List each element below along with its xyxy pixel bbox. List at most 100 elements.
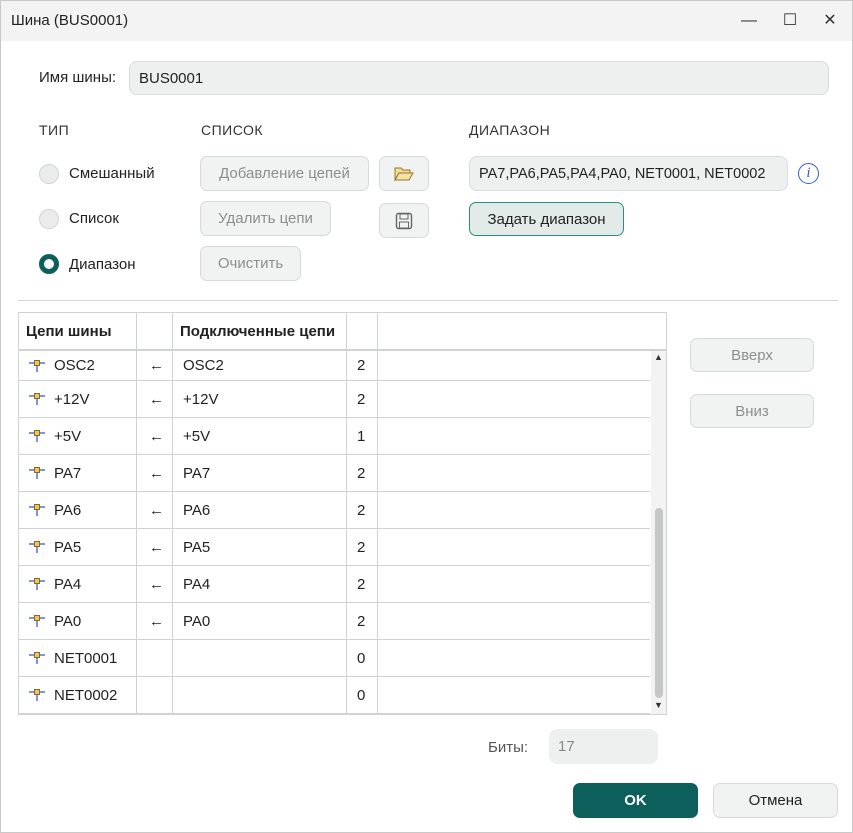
connected-net: PA4 [173, 566, 347, 602]
list-heading: СПИСОК [201, 122, 264, 138]
cancel-button[interactable]: Отмена [713, 783, 838, 818]
connected-net: OSC2 [173, 351, 347, 380]
table-row[interactable]: PA4 ← PA4 2 [19, 566, 650, 603]
move-down-button[interactable]: Вниз [690, 394, 814, 428]
connection-count: 2 [347, 381, 378, 417]
table-row[interactable]: OSC2 ← OSC2 2 [19, 351, 650, 381]
connected-net: PA0 [173, 603, 347, 639]
table-row[interactable]: PA5 ← PA5 2 [19, 529, 650, 566]
table-row[interactable]: NET0002 0 [19, 677, 650, 714]
connection-count: 2 [347, 455, 378, 491]
bus-net-cell: PA4 [19, 566, 137, 602]
direction-arrow-icon: ← [137, 492, 173, 528]
table-row[interactable]: +12V ← +12V 2 [19, 381, 650, 418]
connection-count: 1 [347, 418, 378, 454]
type-heading: ТИП [39, 122, 70, 138]
connection-count: 2 [347, 529, 378, 565]
connected-net [173, 640, 347, 676]
connected-net: +5V [173, 418, 347, 454]
radio-list[interactable] [39, 209, 59, 229]
net-icon [29, 430, 45, 442]
bus-net-name: PA0 [54, 612, 82, 630]
connected-net: PA5 [173, 529, 347, 565]
add-nets-button[interactable]: Добавление цепей [200, 156, 369, 191]
bus-net-name: NET0002 [54, 686, 118, 704]
direction-arrow-icon: ← [137, 455, 173, 491]
bus-net-name: NET0001 [54, 649, 118, 667]
connected-net: PA6 [173, 492, 347, 528]
bus-nets-table: Цепи шины Подключенные цепи OSC2 ← OSC2 … [18, 312, 667, 715]
scrollbar-thumb[interactable] [655, 508, 663, 698]
minimize-icon[interactable]: — [741, 12, 757, 29]
direction-arrow-icon [137, 640, 173, 676]
radio-range-label: Диапазон [69, 256, 136, 273]
maximize-icon[interactable]: ☐ [782, 12, 798, 29]
connected-net: PA7 [173, 455, 347, 491]
table-row[interactable]: PA0 ← PA0 2 [19, 603, 650, 640]
direction-arrow-icon: ← [137, 603, 173, 639]
net-icon [29, 393, 45, 405]
direction-arrow-icon: ← [137, 381, 173, 417]
direction-arrow-icon: ← [137, 418, 173, 454]
clear-button[interactable]: Очистить [200, 246, 301, 281]
remove-nets-button[interactable]: Удалить цепи [200, 201, 331, 236]
net-icon [29, 689, 45, 701]
header-count[interactable] [347, 313, 378, 349]
header-bus-nets[interactable]: Цепи шины [19, 313, 137, 349]
connection-count: 0 [347, 640, 378, 676]
save-button[interactable] [379, 203, 429, 238]
move-up-button[interactable]: Вверх [690, 338, 814, 372]
title-bar: Шина (BUS0001) — ☐ ✕ [1, 1, 852, 41]
net-icon [29, 652, 45, 664]
bus-name-input[interactable]: BUS0001 [129, 61, 829, 95]
connection-count: 2 [347, 492, 378, 528]
bus-net-name: PA7 [54, 464, 82, 482]
connected-net [173, 677, 347, 713]
net-icon [29, 578, 45, 590]
radio-mixed[interactable] [39, 164, 59, 184]
net-icon [29, 615, 45, 627]
direction-arrow-icon: ← [137, 566, 173, 602]
radio-range[interactable] [39, 254, 59, 274]
scroll-up-icon[interactable]: ▲ [654, 352, 663, 362]
bus-net-cell: PA5 [19, 529, 137, 565]
net-icon [29, 467, 45, 479]
bus-net-name: PA6 [54, 501, 82, 519]
radio-mixed-label: Смешанный [69, 165, 155, 182]
table-row[interactable]: PA6 ← PA6 2 [19, 492, 650, 529]
ok-button[interactable]: OK [573, 783, 698, 818]
bus-net-cell: NET0001 [19, 640, 137, 676]
connection-count: 2 [347, 566, 378, 602]
info-icon[interactable]: i [798, 163, 819, 184]
scrollbar[interactable]: ▲ ▼ [651, 351, 666, 714]
net-icon [29, 541, 45, 553]
table-row[interactable]: +5V ← +5V 1 [19, 418, 650, 455]
folder-open-icon [394, 167, 414, 182]
bus-net-cell: +12V [19, 381, 137, 417]
direction-arrow-icon: ← [137, 529, 173, 565]
scroll-down-icon[interactable]: ▼ [654, 700, 663, 710]
header-arrow[interactable] [137, 313, 173, 349]
bus-net-name: PA4 [54, 575, 82, 593]
open-folder-button[interactable] [379, 156, 429, 191]
bus-net-name: OSC2 [54, 357, 95, 374]
divider [18, 300, 838, 301]
table-row[interactable]: PA7 ← PA7 2 [19, 455, 650, 492]
set-range-button[interactable]: Задать диапазон [469, 202, 624, 236]
connection-count: 2 [347, 603, 378, 639]
bus-net-cell: NET0002 [19, 677, 137, 713]
bus-name-label: Имя шины: [39, 69, 117, 86]
bus-net-name: PA5 [54, 538, 82, 556]
bus-net-name: +5V [54, 427, 82, 445]
net-icon [29, 359, 45, 372]
close-icon[interactable]: ✕ [823, 12, 837, 29]
table-row[interactable]: NET0001 0 [19, 640, 650, 677]
range-input[interactable]: PA7,PA6,PA5,PA4,PA0, NET0001, NET0002 [469, 156, 788, 191]
direction-arrow-icon: ← [137, 351, 173, 380]
window-title: Шина (BUS0001) [11, 12, 129, 29]
direction-arrow-icon [137, 677, 173, 713]
bits-field: 17 [549, 729, 658, 764]
connection-count: 2 [347, 351, 378, 380]
header-connected[interactable]: Подключенные цепи [173, 313, 347, 349]
